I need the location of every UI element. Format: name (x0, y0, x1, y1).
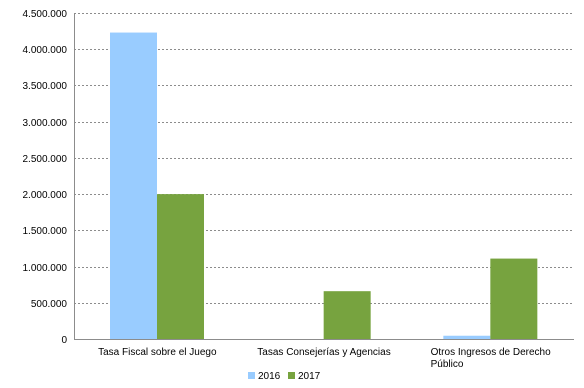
x-category-label: Público (431, 359, 464, 370)
category-labels: Tasa Fiscal sobre el Juego Tasas Consejer… (98, 347, 551, 370)
legend-label-2016: 2016 (258, 371, 281, 382)
bar-2016-2 (443, 335, 491, 339)
y-tick-label: 0 (61, 335, 67, 346)
y-tick-label: 1.000.000 (23, 263, 68, 274)
y-tick-label: 2.000.000 (23, 190, 68, 201)
y-tick-label: 4.500.000 (23, 9, 68, 20)
x-category-label: Otros Ingresos de Derecho (431, 347, 551, 358)
legend-swatch-2017 (288, 372, 295, 379)
y-tick-label: 1.500.000 (23, 226, 68, 237)
y-tick-label: 3.500.000 (23, 81, 68, 92)
bar-2017-1 (323, 291, 371, 339)
legend: 2016 2017 (248, 371, 321, 382)
legend-swatch-2016 (248, 372, 255, 379)
bars (110, 32, 538, 340)
bar-2016-0 (110, 32, 157, 340)
y-tick-label: 2.500.000 (23, 154, 68, 165)
y-tick-label: 4.000.000 (23, 45, 68, 56)
x-category-label: Tasas Consejerías y Agencias (257, 347, 390, 358)
bar-2017-0 (157, 194, 204, 339)
bar-2017-2 (490, 258, 538, 339)
y-tick-label: 3.000.000 (23, 118, 68, 129)
y-axis-ticks: 0 500.000 1.000.000 1.500.000 2.000.000 2.500… (23, 9, 68, 346)
axes (74, 13, 574, 340)
y-tick-label: 500.000 (31, 299, 68, 310)
legend-label-2017: 2017 (298, 371, 321, 382)
x-category-label: Tasa Fiscal sobre el Juego (98, 347, 217, 358)
